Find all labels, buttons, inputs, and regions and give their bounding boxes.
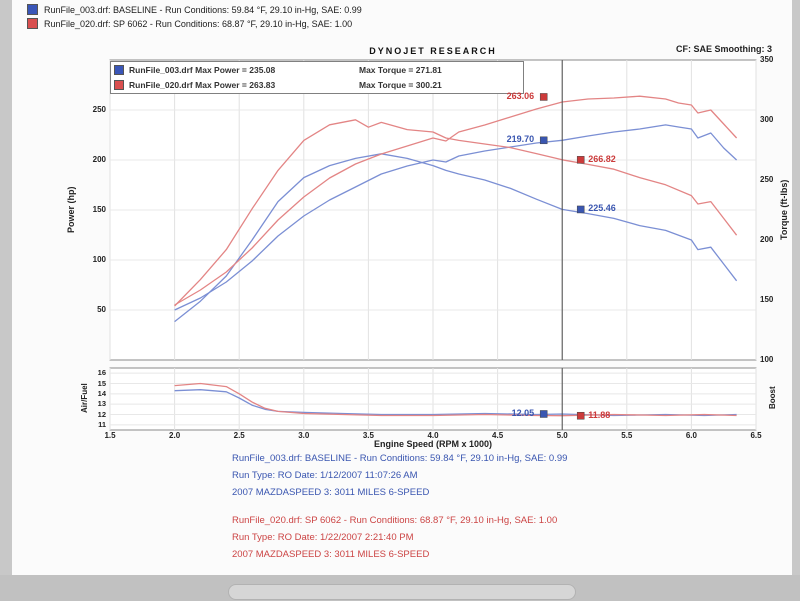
cursor-annotation: 12.05 bbox=[511, 407, 535, 418]
airfuel-tick-label: 13 bbox=[97, 399, 106, 409]
sp6062-color-swatch-icon bbox=[27, 18, 38, 29]
power-tick-label: 150 bbox=[92, 205, 106, 214]
footer-baseline-line-3: 2007 MAZDASPEED 3: 3011 MILES 6-SPEED bbox=[232, 487, 430, 498]
footer-sp6062-block: RunFile_020.drf: SP 6062 - Run Condition… bbox=[232, 512, 557, 563]
annotation-marker-icon bbox=[576, 411, 585, 420]
max-torque-label: Max Torque = bbox=[359, 64, 414, 75]
power-tick-label: 50 bbox=[97, 305, 106, 314]
annotation-marker-icon bbox=[576, 205, 585, 214]
airfuel-tick-label: 11 bbox=[98, 419, 106, 429]
footer-sp6062-line-3: 2007 MAZDASPEED 3: 3011 MILES 6-SPEED bbox=[232, 549, 430, 560]
curve-sp-6062-torque-ft-lbs- bbox=[174, 119, 738, 307]
power-tick-label: 100 bbox=[92, 255, 106, 264]
rpm-tick-label: 3.0 bbox=[298, 431, 310, 440]
sp6062-run-conditions: RunFile_020.drf: SP 6062 - Run Condition… bbox=[44, 18, 353, 29]
legend-baseline-max-power: 235.08 bbox=[249, 64, 276, 75]
legend-sp6062-file: RunFile_020.drf bbox=[129, 79, 193, 90]
curve-baseline-air-fuel bbox=[174, 389, 737, 417]
airfuel-tick-label: 16 bbox=[97, 368, 106, 378]
cursor-annotation: 263.06 bbox=[506, 90, 535, 101]
dynojet-brand-title: DYNOJET RESEARCH bbox=[369, 46, 497, 56]
airfuel-tick-label: 12 bbox=[97, 409, 106, 419]
rpm-tick-label: 4.0 bbox=[427, 431, 439, 440]
curve-sp-6062-power-hp- bbox=[174, 95, 738, 306]
torque-tick-label: 300 bbox=[760, 115, 774, 124]
legend-sp6062-swatch-icon bbox=[114, 79, 124, 90]
rpm-axis-title: Engine Speed (RPM x 1000) bbox=[373, 439, 493, 449]
legend-baseline-torque: Max Torque = 271.81 bbox=[359, 65, 442, 75]
legend-sp6062-max-torque: 300.21 bbox=[415, 79, 442, 90]
legend-sp6062-torque: Max Torque = 300.21 bbox=[359, 80, 442, 90]
max-power-label: Max Power = bbox=[195, 64, 247, 75]
footer-baseline-block: RunFile_003.drf: BASELINE - Run Conditio… bbox=[232, 450, 567, 501]
rpm-tick-label: 6.0 bbox=[685, 431, 697, 440]
torque-tick-label: 350 bbox=[760, 55, 774, 64]
correction-smoothing-label: CF: SAE Smoothing: 3 bbox=[676, 44, 772, 54]
footer-baseline-line-2: Run Type: RO Date: 1/12/2007 11:07:26 AM bbox=[232, 470, 418, 481]
rpm-tick-label: 2.5 bbox=[233, 431, 245, 440]
legend-baseline-swatch-icon bbox=[114, 64, 124, 75]
torque-tick-label: 250 bbox=[760, 175, 774, 184]
power-tick-label: 200 bbox=[92, 155, 106, 164]
cursor-annotation: 219.70 bbox=[506, 134, 535, 145]
max-torque-label-2: Max Torque = bbox=[359, 79, 414, 90]
torque-tick-label: 150 bbox=[760, 295, 774, 304]
legend-baseline-max-torque: 271.81 bbox=[415, 64, 442, 75]
max-values-legend: RunFile_003.drf Max Power = 235.08 Max T… bbox=[110, 61, 524, 94]
airfuel-tick-label: 14 bbox=[97, 388, 106, 398]
bottom-rounded-bar bbox=[228, 584, 576, 600]
baseline-run-conditions: RunFile_003.drf: BASELINE - Run Conditio… bbox=[44, 4, 362, 15]
curve-baseline-torque-ft-lbs- bbox=[174, 153, 738, 323]
rpm-tick-label: 5.5 bbox=[621, 431, 633, 440]
footer-sp6062-line-1: RunFile_020.drf: SP 6062 - Run Condition… bbox=[232, 515, 558, 526]
airfuel-tick-label: 15 bbox=[97, 378, 106, 388]
rpm-tick-label: 1.5 bbox=[104, 431, 116, 440]
max-power-label-2: Max Power = bbox=[195, 79, 247, 90]
torque-tick-label: 200 bbox=[760, 235, 774, 244]
torque-tick-label: 100 bbox=[760, 355, 774, 364]
legend-baseline-file: RunFile_003.drf bbox=[129, 64, 193, 75]
boost-axis-title: Boost bbox=[768, 386, 777, 410]
torque-axis-title: Torque (ft-lbs) bbox=[779, 179, 789, 241]
header-run-sp6062: RunFile_020.drf: SP 6062 - Run Condition… bbox=[27, 18, 352, 29]
rpm-tick-label: 4.5 bbox=[492, 431, 504, 440]
baseline-color-swatch-icon bbox=[27, 4, 38, 15]
curve-sp-6062-air-fuel bbox=[174, 382, 737, 417]
annotation-marker-icon bbox=[539, 410, 548, 418]
annotation-marker-icon bbox=[576, 156, 585, 164]
rpm-tick-label: 6.5 bbox=[750, 431, 762, 440]
power-tick-label: 250 bbox=[92, 105, 106, 114]
footer-sp6062-line-2: Run Type: RO Date: 1/22/2007 2:21:40 PM bbox=[232, 532, 414, 543]
legend-row-baseline: RunFile_003.drf Max Power = 235.08 Max T… bbox=[111, 62, 523, 77]
curve-baseline-power-hp- bbox=[174, 124, 738, 311]
legend-row-sp6062: RunFile_020.drf Max Power = 263.83 Max T… bbox=[111, 77, 523, 92]
cursor-annotation: 11.88 bbox=[588, 409, 611, 420]
rpm-tick-label: 2.0 bbox=[169, 431, 181, 440]
footer-baseline-line-1: RunFile_003.drf: BASELINE - Run Conditio… bbox=[232, 453, 568, 464]
annotation-marker-icon bbox=[539, 136, 548, 145]
annotation-marker-icon bbox=[539, 93, 548, 101]
cursor-annotation: 266.82 bbox=[588, 153, 616, 164]
rpm-tick-label: 3.5 bbox=[362, 431, 374, 440]
header-run-baseline: RunFile_003.drf: BASELINE - Run Conditio… bbox=[27, 4, 362, 15]
legend-sp6062-max-power: 263.83 bbox=[249, 79, 276, 90]
rpm-tick-label: 5.0 bbox=[556, 431, 568, 440]
cursor-annotation: 225.46 bbox=[588, 203, 616, 214]
